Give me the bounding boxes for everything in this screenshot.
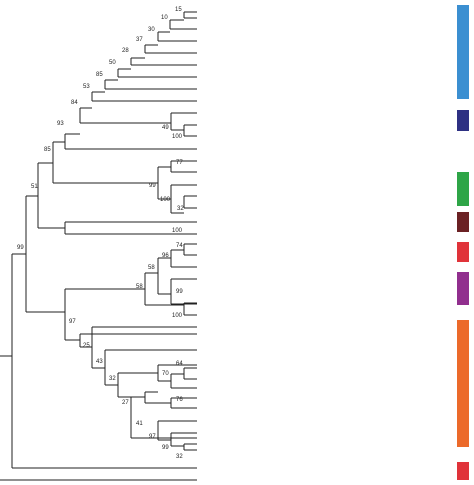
bootstrap-labels: 15 10 30 37 28 50 85 53 84 49 100 93 85 … [17,7,184,460]
clade-bar-maroon [457,212,469,232]
clade-bars [457,5,469,480]
bootstrap-label: 77 [176,160,183,166]
bootstrap-label: 53 [83,84,90,90]
bootstrap-label: 97 [149,434,156,440]
bootstrap-label: 32 [109,376,116,382]
bootstrap-label: 27 [122,400,129,406]
bootstrap-label: 37 [136,37,143,43]
bootstrap-label: 50 [109,60,116,66]
bootstrap-label: 84 [71,100,78,106]
bootstrap-label: 97 [69,319,76,325]
bootstrap-label: 58 [148,265,155,271]
bootstrap-label: 49 [162,125,169,131]
tree-branches [0,11,197,481]
bootstrap-label: 28 [122,48,129,54]
clade-bar-blue [457,5,469,99]
bootstrap-label: 76 [176,397,183,403]
bootstrap-label: 41 [136,421,143,427]
clade-bar-navy [457,110,469,131]
bootstrap-label: 43 [96,359,103,365]
bootstrap-label: 100 [172,134,183,140]
bootstrap-label: 85 [44,147,51,153]
bootstrap-label: 99 [176,289,183,295]
clade-bar-orange [457,320,469,447]
bootstrap-label: 58 [136,284,143,290]
bootstrap-label: 74 [176,243,183,249]
clade-bar-red-1 [457,242,469,262]
bootstrap-label: 10 [161,15,168,21]
bootstrap-label: 99 [162,445,169,451]
bootstrap-label: 32 [176,454,183,460]
clade-bar-purple [457,272,469,305]
bootstrap-label: 15 [175,7,182,13]
bootstrap-label: 93 [57,121,64,127]
bootstrap-label: 25 [83,343,90,349]
bootstrap-label: 64 [176,361,183,367]
bootstrap-label: 99 [149,183,156,189]
bootstrap-label: 51 [31,184,38,190]
bootstrap-label: 30 [148,27,155,33]
bootstrap-label: 96 [162,253,169,259]
bootstrap-label: 100 [160,197,171,203]
clade-bar-red-2 [457,462,469,480]
bootstrap-label: 85 [96,72,103,78]
bootstrap-label: 100 [172,228,183,234]
bootstrap-label: 99 [17,245,24,251]
bootstrap-label: 32 [177,206,184,212]
clade-bar-green [457,172,469,206]
bootstrap-label: 70 [162,371,169,377]
bootstrap-label: 100 [172,313,183,319]
